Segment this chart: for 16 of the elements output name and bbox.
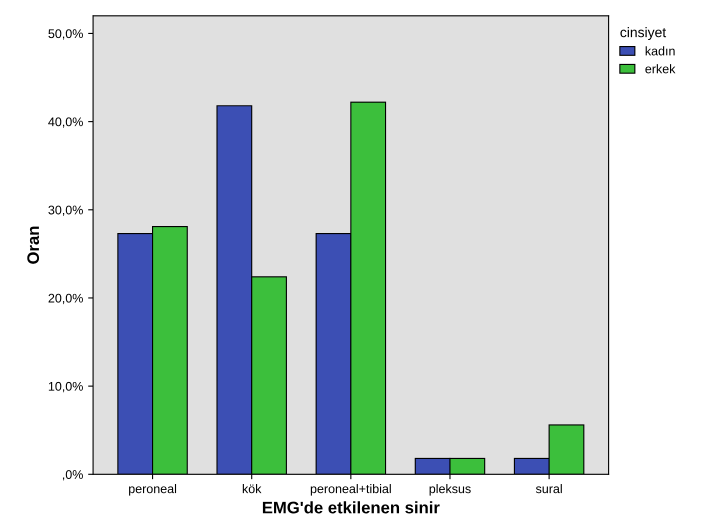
x-axis-title: EMG'de etkilenen sinir xyxy=(262,501,440,514)
x-tick-label: kök xyxy=(242,484,262,494)
x-tick-label: sural xyxy=(536,484,562,494)
x-tick-label: pleksus xyxy=(430,484,471,496)
legend-label: erkek xyxy=(645,64,676,74)
y-tick-label: 10,0% xyxy=(48,382,83,392)
y-tick-label: 20,0% xyxy=(48,294,83,304)
x-tick-label: peroneal+tibial xyxy=(310,484,391,496)
y-tick-label: 40,0% xyxy=(48,117,83,128)
y-tick-label: ,0% xyxy=(62,470,83,480)
y-tick-label: 30,0% xyxy=(48,206,83,216)
x-tick-label: peroneal xyxy=(129,484,176,496)
legend-title: cinsiyet xyxy=(620,27,666,40)
y-tick-label: 50,0% xyxy=(48,29,83,40)
y-axis-title: Oran xyxy=(27,226,40,264)
legend-label: kadın xyxy=(646,46,675,56)
